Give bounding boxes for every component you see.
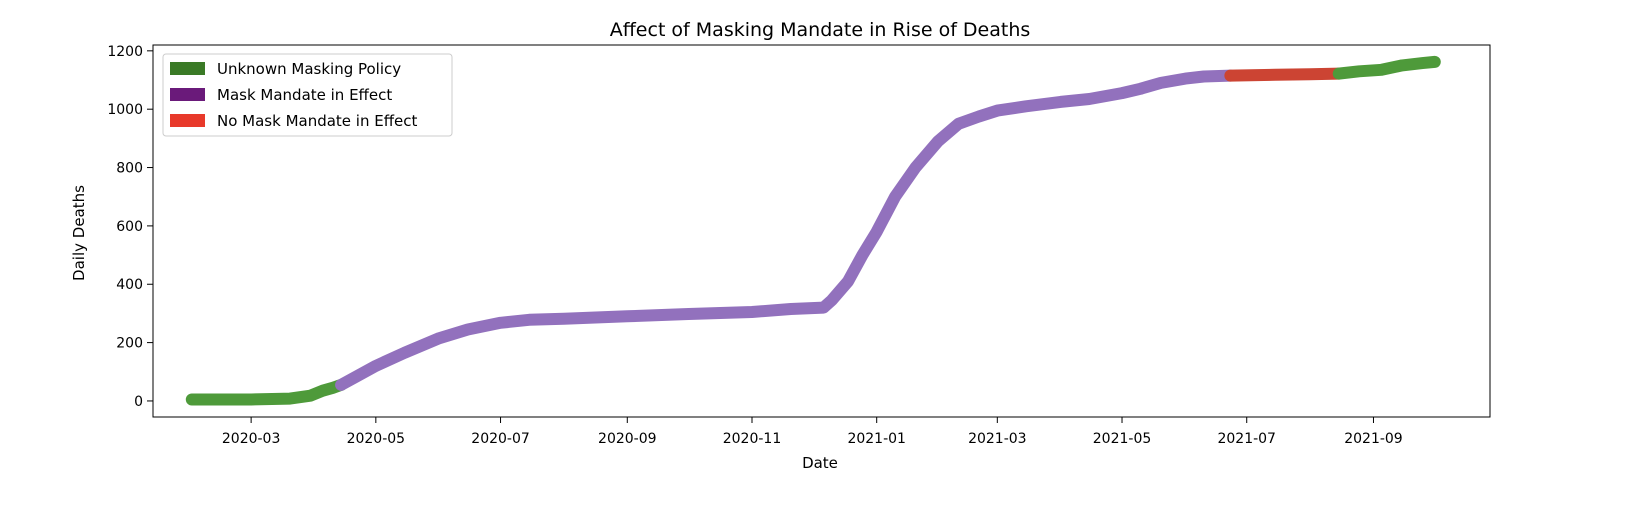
series-line-2 [1224,67,1345,82]
chart-title: Affect of Masking Mandate in Rise of Dea… [610,19,1031,41]
x-tick-label: 2020-05 [347,431,406,447]
legend-box [162,53,453,137]
x-tick-label: 2020-09 [598,431,657,447]
y-axis-label: Daily Deaths [70,185,88,281]
x-tick-label: 2021-09 [1344,431,1403,447]
plot-area [185,55,1441,406]
legend-swatch [170,114,205,127]
legend-label: No Mask Mandate in Effect [217,112,418,130]
x-axis: 2020-03 2020-05 2020-07 2020-09 2020-11 2021-… [222,417,1403,447]
series-line-3 [1332,55,1441,80]
legend-swatch [170,62,205,75]
x-axis-label: Date [802,454,838,472]
y-tick-label: 800 [116,161,143,177]
x-tick-label: 2021-01 [847,431,906,447]
y-tick-label: 1000 [107,102,143,118]
y-tick-label: 400 [116,277,143,293]
y-tick-label: 1200 [107,44,143,60]
y-tick-label: 600 [116,219,143,235]
legend-label: Mask Mandate in Effect [217,86,392,104]
x-tick-label: 2021-03 [968,431,1027,447]
series-line-0 [185,378,348,406]
plot-frame [152,44,1491,418]
x-tick-label: 2020-11 [723,431,782,447]
x-tick-label: 2020-07 [471,431,530,447]
y-axis: 0 200 400 600 800 1000 1200 [107,44,153,410]
x-tick-label: 2020-03 [222,431,281,447]
x-tick-label: 2021-07 [1217,431,1276,447]
series-line-1 [335,69,1237,391]
legend-swatch [170,88,205,101]
y-tick-label: 200 [116,336,143,352]
x-tick-label: 2021-05 [1093,431,1152,447]
legend: Unknown Masking Policy Mask Mandate in Ef… [162,53,453,137]
legend-label: Unknown Masking Policy [217,60,401,78]
y-tick-label: 0 [134,394,143,410]
